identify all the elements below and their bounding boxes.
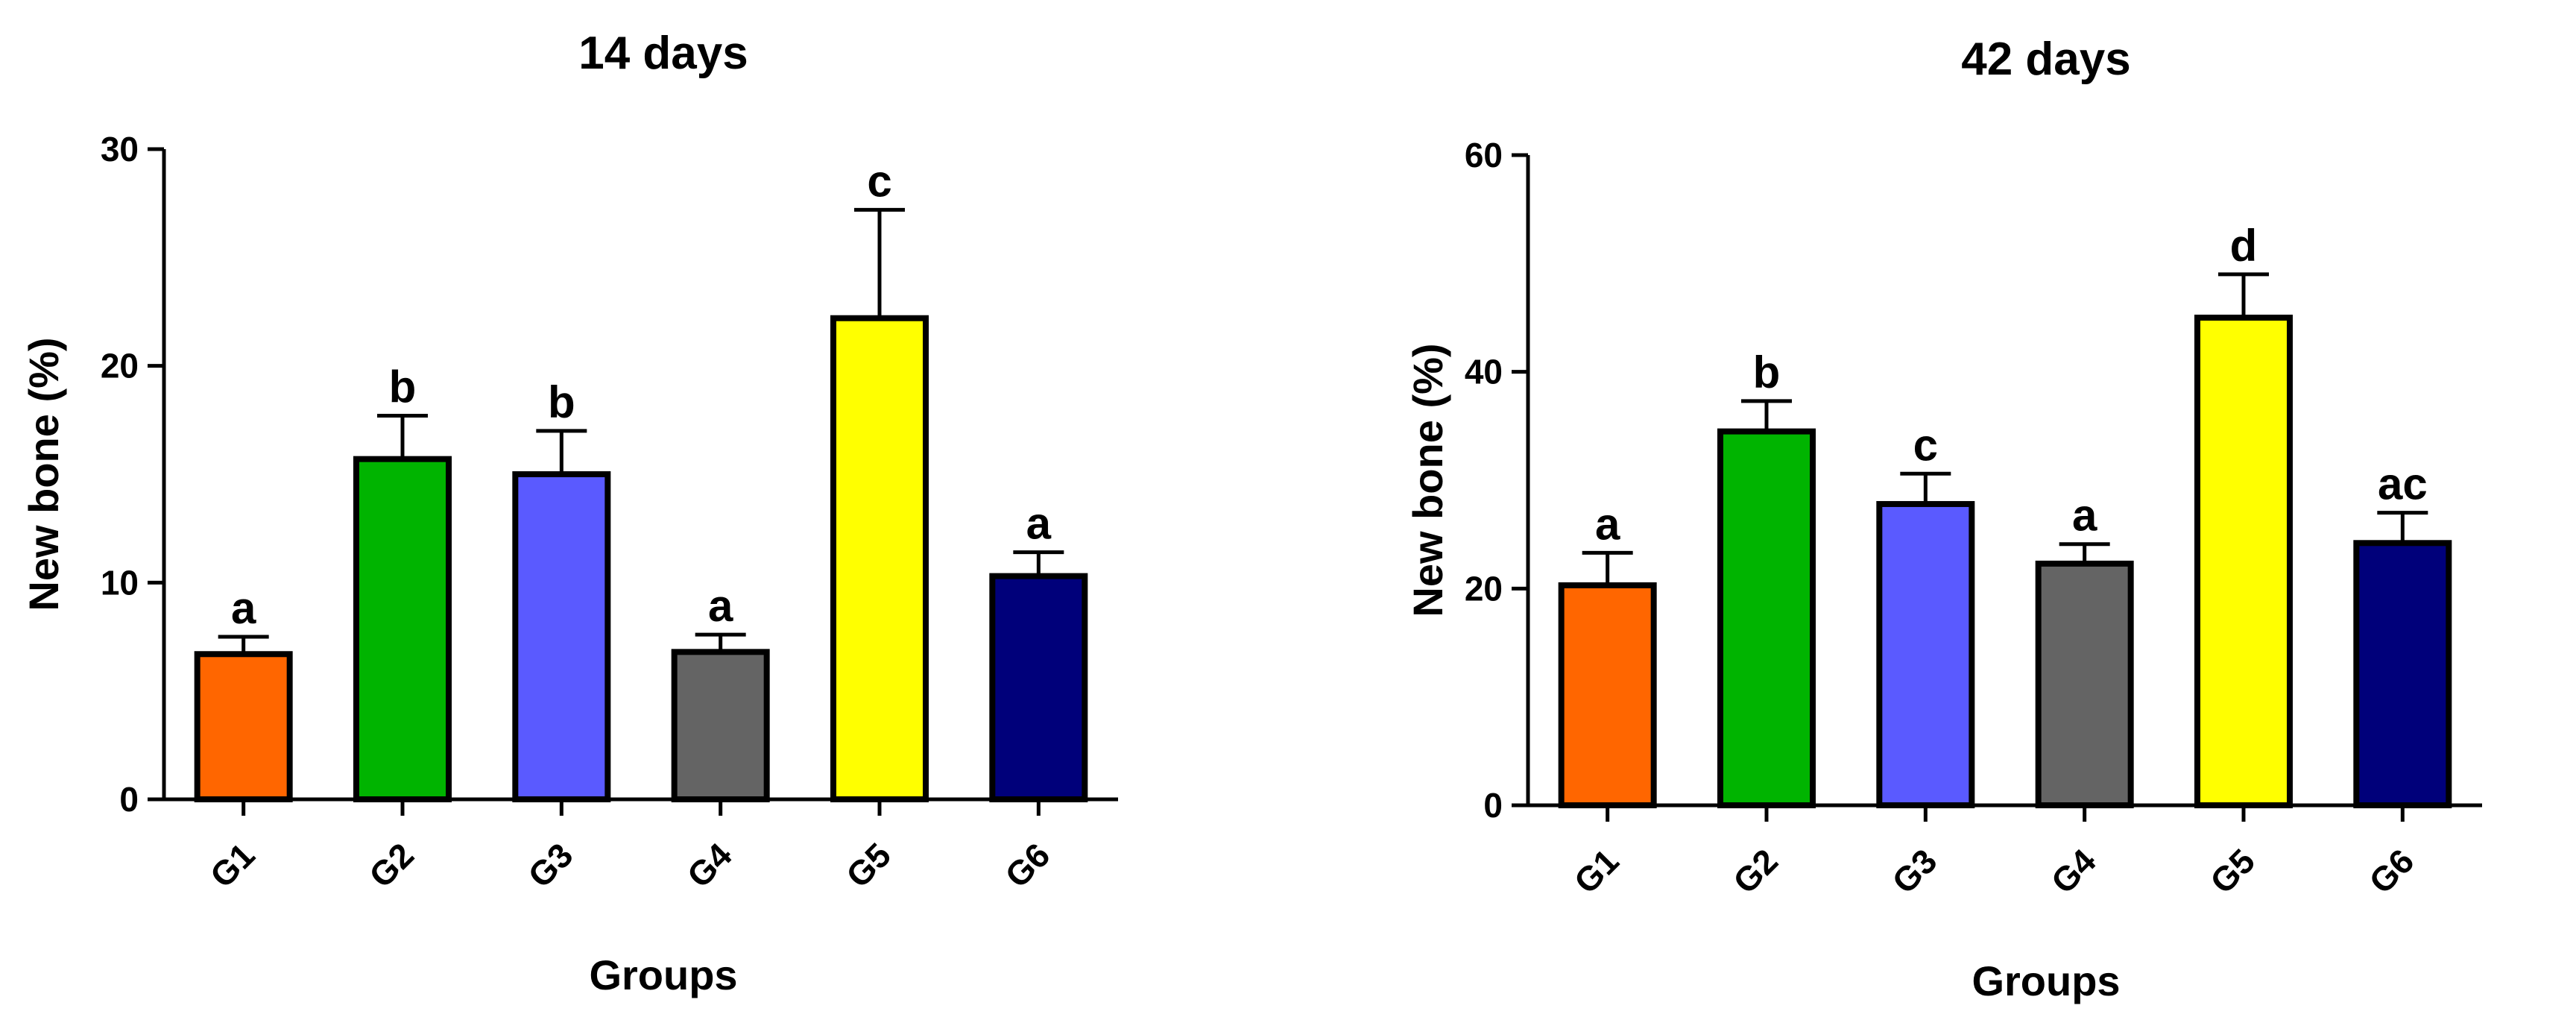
- bar-g3: [512, 471, 611, 802]
- x-axis-label: Groups: [589, 951, 737, 998]
- significance-letter-g3: c: [1913, 420, 1938, 470]
- bar-g4: [671, 649, 770, 803]
- y-tick-label: 30: [101, 130, 139, 169]
- significance-letter-g2: b: [389, 362, 417, 412]
- y-axis-label: New bone (%): [20, 337, 67, 611]
- x-category-label: G6: [2361, 841, 2421, 901]
- significance-letter-g1: a: [1595, 499, 1620, 549]
- significance-letter-g4: a: [2072, 491, 2097, 541]
- significance-letter-g6: a: [1026, 499, 1052, 549]
- bar-g4: [2035, 560, 2134, 808]
- y-tick-label: 0: [1483, 786, 1503, 825]
- y-tick-label: 10: [101, 563, 139, 602]
- x-category-label: G2: [362, 835, 421, 895]
- bar-g1: [1558, 582, 1657, 808]
- bar-g1: [194, 651, 293, 803]
- significance-letter-g1: a: [231, 583, 256, 633]
- x-category-label: G1: [203, 835, 262, 895]
- y-tick-label: 40: [1465, 353, 1503, 391]
- x-category-label: G3: [1884, 841, 1944, 901]
- bar-g2: [353, 456, 452, 802]
- significance-letter-g5: d: [2230, 221, 2258, 271]
- bar-g3: [1876, 500, 1975, 808]
- x-category-label: G2: [1726, 841, 1785, 901]
- y-tick-label: 20: [101, 347, 139, 385]
- significance-letter-g4: a: [708, 581, 733, 631]
- chart-title: 14 days: [578, 28, 748, 79]
- x-category-label: G4: [2044, 841, 2103, 901]
- significance-letter-g6: ac: [2378, 459, 2428, 509]
- chart-42-days: 42 days 0 20 40 60 New bone (%) Groups a G1 b G2 c G…: [1404, 34, 2482, 1004]
- significance-letter-g2: b: [1753, 347, 1781, 397]
- significance-letter-g5: c: [867, 156, 891, 206]
- bar-g6: [2353, 540, 2452, 808]
- bar-g5: [830, 315, 929, 803]
- significance-letter-g3: b: [548, 377, 575, 427]
- x-category-label: G5: [839, 835, 898, 895]
- bar-g2: [1717, 428, 1816, 808]
- bar-g6: [989, 573, 1088, 802]
- x-category-label: G5: [2203, 841, 2262, 901]
- x-category-label: G1: [1567, 841, 1626, 901]
- x-category-label: G3: [520, 835, 580, 895]
- y-tick-label: 20: [1465, 569, 1503, 608]
- chart-14-days: 14 days 0 10 20 30 New bone (%) Groups a G1 b G2 b G…: [20, 28, 1118, 998]
- bar-g5: [2194, 315, 2293, 808]
- y-tick-label: 60: [1465, 136, 1503, 174]
- y-axis-label: New bone (%): [1404, 343, 1451, 617]
- x-axis-label: Groups: [1972, 957, 2120, 1004]
- x-category-label: G6: [997, 835, 1057, 895]
- chart-title: 42 days: [1961, 34, 2131, 85]
- y-tick-label: 0: [119, 780, 139, 819]
- x-category-label: G4: [680, 835, 739, 895]
